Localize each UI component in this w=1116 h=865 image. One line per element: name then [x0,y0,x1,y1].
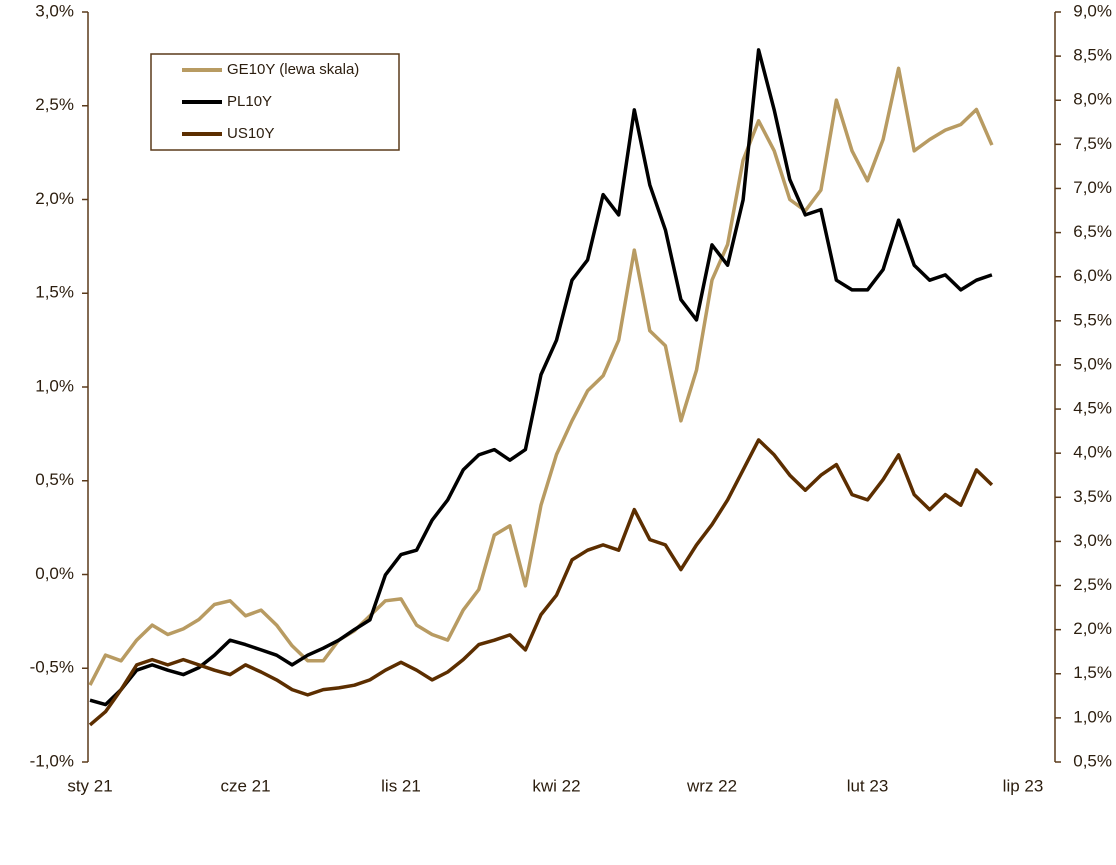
y2-tick-label: 3,0% [1073,531,1112,550]
y2-tick-label: 4,5% [1073,399,1112,418]
y2-tick-label: 4,0% [1073,443,1112,462]
y2-tick-label: 2,0% [1073,619,1112,638]
y2-tick-label: 0,5% [1073,751,1112,770]
y-tick-label: 1,5% [35,283,74,302]
series-line [88,438,994,727]
x-tick-label: kwi 22 [532,776,580,795]
y-tick-label: 1,0% [35,376,74,395]
y-tick-label: -1,0% [30,751,74,770]
y2-tick-label: 5,5% [1073,310,1112,329]
y-tick-label: -0,5% [30,658,74,677]
x-tick-label: cze 21 [220,776,270,795]
y2-tick-label: 6,5% [1073,222,1112,241]
x-tick-label: lut 23 [847,776,889,795]
x-tick-label: wrz 22 [686,776,737,795]
y2-tick-label: 6,0% [1073,266,1112,285]
y2-tick-label: 8,5% [1073,46,1112,65]
x-tick-label: lip 23 [1003,776,1044,795]
y2-tick-label: 1,5% [1073,663,1112,682]
y2-tick-label: 3,5% [1073,487,1112,506]
y2-tick-label: 8,0% [1073,90,1112,109]
y-tick-label: 2,5% [35,95,74,114]
y2-tick-label: 9,0% [1073,1,1112,20]
legend-label: PL10Y [227,93,272,110]
y-tick-label: 3,0% [35,1,74,20]
x-tick-label: sty 21 [67,776,112,795]
y2-tick-label: 7,5% [1073,134,1112,153]
series-line [89,48,993,707]
y-tick-label: 0,5% [35,470,74,489]
y-tick-label: 0,0% [35,564,74,583]
legend-label: GE10Y (lewa skala) [227,61,359,78]
x-tick-label: lis 21 [381,776,421,795]
y2-tick-label: 2,5% [1073,575,1112,594]
y2-tick-label: 5,0% [1073,354,1112,373]
y2-tick-label: 7,0% [1073,178,1112,197]
series-line [88,66,994,686]
y-tick-label: 2,0% [35,189,74,208]
legend-label: US10Y [227,125,275,142]
y2-tick-label: 1,0% [1073,707,1112,726]
